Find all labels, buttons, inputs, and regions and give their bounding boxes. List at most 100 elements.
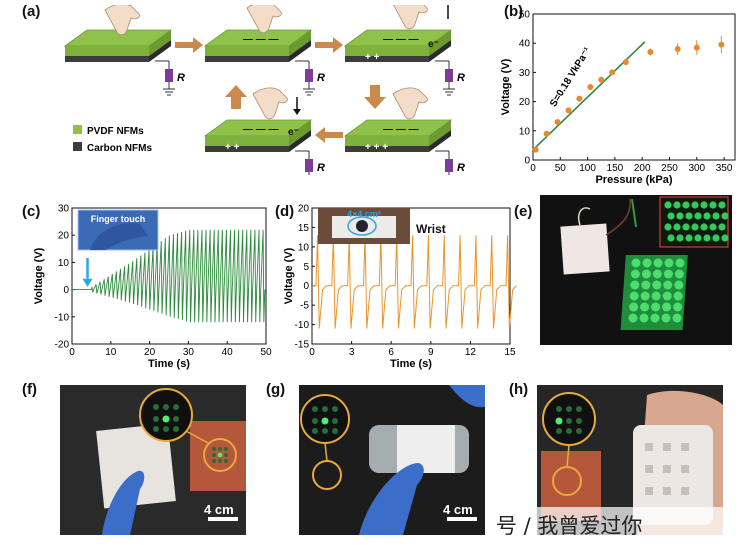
y-tick-label: 15 [298, 223, 310, 234]
y-tick-label: 20 [298, 204, 310, 215]
led [652, 269, 662, 279]
touch-arrow-head [82, 278, 93, 287]
label-d: (d) [275, 203, 295, 220]
svg-text:— — —: — — — [243, 34, 279, 45]
chart-d: 0 3 6 9 12 15 -15 -10 -5 0 5 10 15 20 Time (s) Voltage … [283, 204, 517, 370]
zoom-circle [139, 388, 193, 442]
data-point [622, 59, 629, 66]
inset-site-label: Wrist [416, 222, 446, 236]
electron-label: e⁻ [288, 127, 299, 138]
led [642, 258, 652, 268]
led [664, 258, 674, 268]
svg-text:— — —: — — — [243, 124, 279, 135]
led [674, 269, 684, 279]
resistor-label: R [457, 72, 465, 84]
led [629, 291, 639, 301]
data-point [543, 130, 550, 137]
x-tick-label: 20 [144, 347, 156, 358]
led [694, 234, 702, 242]
data-point [532, 146, 539, 153]
led [675, 258, 685, 268]
x-tick-label: 100 [579, 163, 596, 174]
x-tick-label: 9 [428, 347, 434, 358]
svg-text:— — —: — — — [383, 34, 419, 45]
legend-pvdf-label: PVDF NFMs [87, 126, 144, 137]
led [641, 280, 651, 290]
led [721, 212, 729, 220]
photo-e [540, 195, 732, 345]
x-tick-label: 250 [661, 163, 678, 174]
scale-label: 4 cm [204, 502, 234, 517]
led [682, 201, 690, 209]
inset-area-label: 4×4 cm² [347, 209, 381, 219]
y-tick-label: -10 [55, 312, 70, 323]
y-axis-label: Voltage (V) [33, 247, 45, 304]
led [700, 201, 708, 209]
y-tick-label: 0 [303, 281, 309, 292]
led [700, 223, 708, 231]
flow-arrow [225, 85, 247, 109]
svg-text:+ + +: + + + [365, 142, 388, 153]
electron-label: e⁻ [428, 39, 439, 50]
scale-bar [208, 517, 238, 521]
led [703, 234, 711, 242]
panel-a-schematic: R — — — R — — — + + e⁻ R — — — + + + R —… [64, 5, 465, 175]
led [718, 201, 726, 209]
led [712, 212, 720, 220]
led [653, 258, 663, 268]
photo-g: 4 cm [299, 385, 485, 535]
legend-pvdf-swatch [73, 125, 82, 134]
led [709, 201, 717, 209]
led [676, 212, 684, 220]
voltage-trace [72, 229, 266, 323]
led [685, 212, 693, 220]
legend-carbon-swatch [73, 142, 82, 151]
x-tick-label: 10 [105, 347, 117, 358]
led [709, 223, 717, 231]
data-point [565, 107, 572, 114]
y-tick-label: 20 [58, 231, 70, 242]
led [667, 234, 675, 242]
y-tick-label: 10 [298, 242, 310, 253]
legend-carbon-label: Carbon NFMs [87, 143, 152, 154]
label-c: (c) [22, 203, 41, 220]
sensor-highlight [347, 216, 377, 236]
led [694, 212, 702, 220]
led [630, 269, 640, 279]
x-tick-label: 350 [716, 163, 733, 174]
flow-arrow [315, 127, 343, 143]
sensor-dot [356, 220, 368, 232]
plot-frame [311, 207, 511, 345]
resistor-label: R [457, 162, 465, 174]
flow-arrow [364, 85, 386, 109]
chart-b: 0 50 100 150 200 250 300 350 0 10 20 30 40 50 Pressure… [500, 10, 736, 186]
x-axis-label: Pressure (kPa) [595, 174, 672, 186]
led [662, 291, 672, 301]
led [673, 223, 681, 231]
led [673, 291, 683, 301]
led [639, 313, 649, 323]
data-point [576, 95, 583, 102]
data-point [718, 41, 725, 48]
x-tick-label: 200 [634, 163, 651, 174]
x-tick-label: 150 [607, 163, 624, 174]
y-tick-label: 10 [519, 126, 531, 137]
led [673, 302, 683, 312]
x-tick-label: 0 [69, 347, 75, 358]
led [691, 223, 699, 231]
data-point [647, 48, 654, 55]
x-tick-label: 15 [504, 347, 516, 358]
led [664, 223, 672, 231]
x-tick-label: 50 [260, 347, 272, 358]
resistor-label: R [317, 162, 325, 174]
flow-arrow [315, 37, 343, 53]
scale-label: 4 cm [443, 502, 473, 517]
data-point [598, 76, 605, 83]
y-tick-label: 5 [303, 262, 309, 273]
led [650, 313, 660, 323]
led [667, 212, 675, 220]
svg-text:— — —: — — — [383, 124, 419, 135]
x-tick-label: 3 [349, 347, 355, 358]
scale-bar [447, 517, 477, 521]
led [673, 201, 681, 209]
